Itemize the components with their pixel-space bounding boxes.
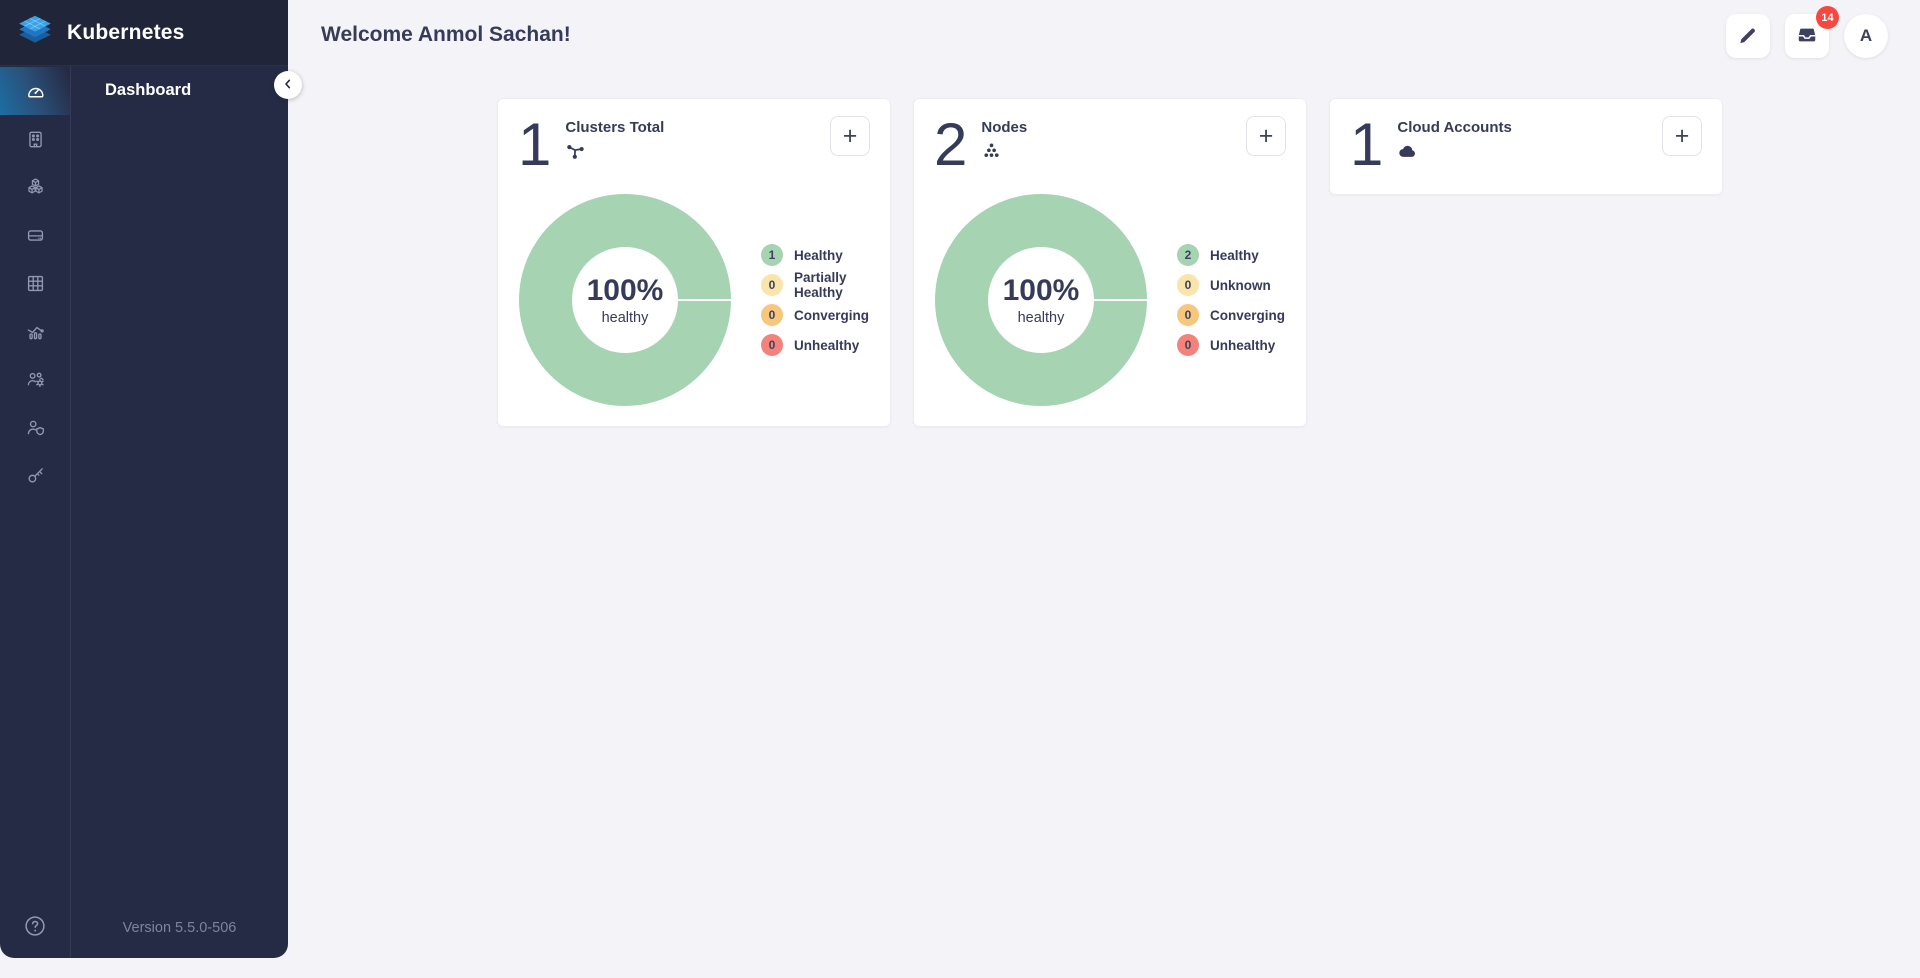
- sidebar-item-access-keys[interactable]: [0, 451, 70, 499]
- chevron-left-icon: [280, 76, 296, 95]
- sidebar-panel: Dashboard Version 5.5.0-506: [70, 66, 288, 958]
- nodes-donut-chart: 100% healthy: [935, 194, 1147, 406]
- summary-cards: 1 Clusters Total: [497, 98, 1888, 427]
- cloud-accounts-card-title: Cloud Accounts: [1397, 119, 1512, 136]
- legend-item-unknown: 0 Unknown: [1177, 274, 1285, 296]
- pencil-icon: [1737, 24, 1759, 49]
- sidebar-item-workloads[interactable]: [0, 163, 70, 211]
- sidebar-item-organization[interactable]: [0, 115, 70, 163]
- cloud-accounts-card-header: 1 Cloud Accounts +: [1350, 111, 1702, 178]
- legend-item-converging: 0 Converging: [1177, 304, 1285, 326]
- cloud-icon: [1397, 141, 1511, 162]
- legend-count-badge: 1: [761, 244, 783, 266]
- clusters-count: 1: [518, 111, 551, 178]
- notifications-button[interactable]: 14: [1785, 6, 1839, 58]
- legend-count-badge: 0: [761, 304, 783, 326]
- sidebar-header: Kubernetes: [0, 0, 288, 66]
- version-label: Version 5.5.0-506: [122, 920, 237, 936]
- sidebar-item-resources[interactable]: [0, 259, 70, 307]
- nodes-card-title: Nodes: [981, 119, 1028, 136]
- legend-item-unhealthy: 0 Unhealthy: [1177, 334, 1285, 356]
- user-group-gear-icon: [24, 368, 47, 391]
- app-title: Kubernetes: [67, 20, 185, 44]
- sidebar-item-user-management[interactable]: [0, 355, 70, 403]
- nodes-donut-percentage: 100%: [1002, 274, 1080, 307]
- legend-item-unhealthy: 0 Unhealthy: [761, 334, 870, 356]
- icon-rail: [0, 66, 70, 958]
- cloud-accounts-count: 1: [1350, 111, 1383, 178]
- notification-badge: 14: [1816, 6, 1839, 29]
- clusters-chart-row: 100% healthy 1 Healthy 0 Partially Healt…: [518, 194, 870, 406]
- avatar[interactable]: A: [1844, 14, 1888, 58]
- sidebar-item-analytics[interactable]: [0, 307, 70, 355]
- page-title: Welcome Anmol Sachan!: [321, 23, 571, 46]
- sidebar-item-dashboard[interactable]: [0, 67, 70, 115]
- dashboard-gauge-icon: [24, 80, 47, 103]
- nodes-donut-sublabel: healthy: [1017, 310, 1065, 326]
- donut-segment-gap: [625, 299, 731, 301]
- clusters-donut-percentage: 100%: [586, 274, 664, 307]
- share-network-icon: [565, 141, 664, 162]
- nodes-chart-row: 100% healthy 2 Healthy 0 Unknown: [934, 194, 1286, 406]
- clusters-donut-chart: 100% healthy: [519, 194, 731, 406]
- add-cluster-button[interactable]: +: [830, 116, 870, 156]
- clusters-card: 1 Clusters Total: [497, 98, 891, 427]
- topbar-actions: 14 A: [1726, 6, 1888, 58]
- topbar: Welcome Anmol Sachan!: [321, 6, 1888, 58]
- clusters-card-header: 1 Clusters Total: [518, 111, 870, 178]
- sidebar-item-dashboard-label[interactable]: Dashboard: [105, 81, 192, 99]
- user-shield-icon: [24, 416, 47, 439]
- server-icon: [24, 224, 47, 247]
- inbox-tray-icon: [1796, 24, 1818, 49]
- analytics-chart-icon: [24, 320, 47, 343]
- kubernetes-layers-logo-icon: [16, 14, 54, 51]
- legend-count-badge: 2: [1177, 244, 1199, 266]
- legend-item-partially-healthy: 0 Partially Healthy: [761, 270, 870, 300]
- clusters-donut-sublabel: healthy: [601, 310, 649, 326]
- building-icon: [24, 128, 47, 151]
- clusters-legend: 1 Healthy 0 Partially Healthy 0 Convergi…: [761, 244, 870, 356]
- nodes-legend: 2 Healthy 0 Unknown 0 Converging 0: [1177, 244, 1285, 356]
- main-content: Welcome Anmol Sachan!: [288, 0, 1920, 978]
- donut-segment-gap: [1041, 299, 1147, 301]
- question-circle-icon: [22, 915, 48, 942]
- nodes-count: 2: [934, 111, 967, 178]
- sidebar-item-user-security[interactable]: [0, 403, 70, 451]
- legend-count-badge: 0: [1177, 334, 1199, 356]
- clusters-card-title: Clusters Total: [565, 119, 665, 136]
- legend-count-badge: 0: [761, 274, 783, 296]
- nodes-cluster-icon: [981, 141, 1027, 162]
- legend-count-badge: 0: [1177, 274, 1199, 296]
- nodes-card: 2 Nodes +: [913, 98, 1307, 427]
- sidebar: Kubernetes: [0, 0, 302, 958]
- help-button[interactable]: [20, 912, 50, 942]
- legend-count-badge: 0: [1177, 304, 1199, 326]
- nodes-card-header: 2 Nodes +: [934, 111, 1286, 178]
- cloud-accounts-card: 1 Cloud Accounts +: [1329, 98, 1723, 195]
- legend-count-badge: 0: [761, 334, 783, 356]
- sidebar-item-storage[interactable]: [0, 211, 70, 259]
- legend-item-healthy: 2 Healthy: [1177, 244, 1285, 266]
- add-node-button[interactable]: +: [1246, 116, 1286, 156]
- legend-item-healthy: 1 Healthy: [761, 244, 870, 266]
- cubes-icon: [24, 176, 47, 199]
- sidebar-collapse-button[interactable]: [274, 71, 302, 99]
- add-cloud-account-button[interactable]: +: [1662, 116, 1702, 156]
- edit-button[interactable]: [1726, 14, 1770, 58]
- key-icon: [24, 464, 47, 487]
- table-grid-icon: [24, 272, 47, 295]
- sidebar-body: Dashboard Version 5.5.0-506: [0, 66, 288, 958]
- legend-item-converging: 0 Converging: [761, 304, 870, 326]
